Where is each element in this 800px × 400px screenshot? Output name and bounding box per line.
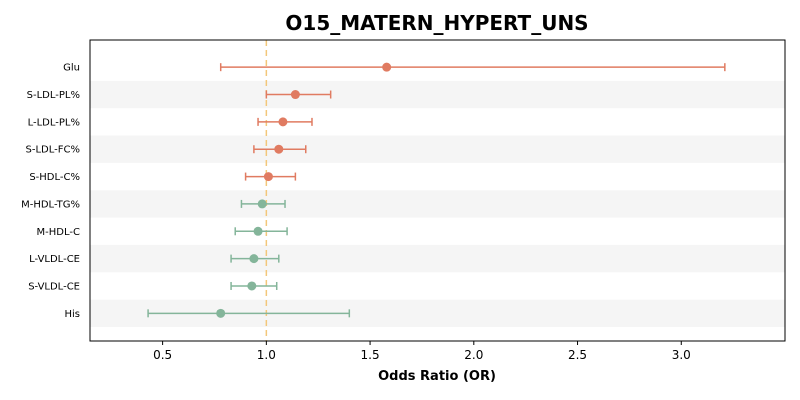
x-tick-label: 1.0 [257,348,276,362]
y-tick-label: S-LDL-PL% [27,90,80,101]
row-band [90,190,785,218]
row-band [90,135,785,163]
x-axis-label: Odds Ratio (OR) [378,369,496,384]
or-point [290,90,300,100]
row-band [90,244,785,273]
row-shading-group [90,80,785,327]
or-point [382,62,392,72]
y-tick-label: S-HDL-C% [29,172,80,183]
x-tick-label: 2.5 [568,348,587,362]
y-tick-label: S-LDL-FC% [26,145,80,156]
y-tick-label: S-VLDL-CE [28,281,80,292]
or-point [247,281,257,291]
x-tick-label: 1.5 [361,348,380,362]
y-tick-label: His [64,309,80,320]
y-tick-label: L-LDL-PL% [28,117,80,128]
or-point [263,172,273,182]
x-tick-label: 0.5 [153,348,172,362]
or-point [278,117,288,127]
y-tick-label: M-HDL-TG% [21,199,80,210]
or-point [249,254,259,264]
row-band [90,80,785,109]
chart-title: O15_MATERN_HYPERT_UNS [285,11,588,35]
y-axis-labels: Glu S-LDL-PL% L-LDL-PL% S-LDL-FC% S-HDL-C% M-… [21,63,80,320]
or-point [253,226,263,236]
odds-ratio-points [216,62,392,318]
x-tick-label: 2.0 [464,348,483,362]
or-point [274,144,284,154]
y-tick-label: M-HDL-C [37,227,80,238]
x-axis-ticks: 0.5 1.0 1.5 2.0 2.5 3.0 [153,341,691,362]
x-tick-label: 3.0 [672,348,691,362]
y-tick-label: L-VLDL-CE [29,254,80,265]
or-point [216,308,226,318]
or-point [257,199,267,209]
y-tick-label: Glu [63,63,80,74]
plot-frame [89,39,786,342]
